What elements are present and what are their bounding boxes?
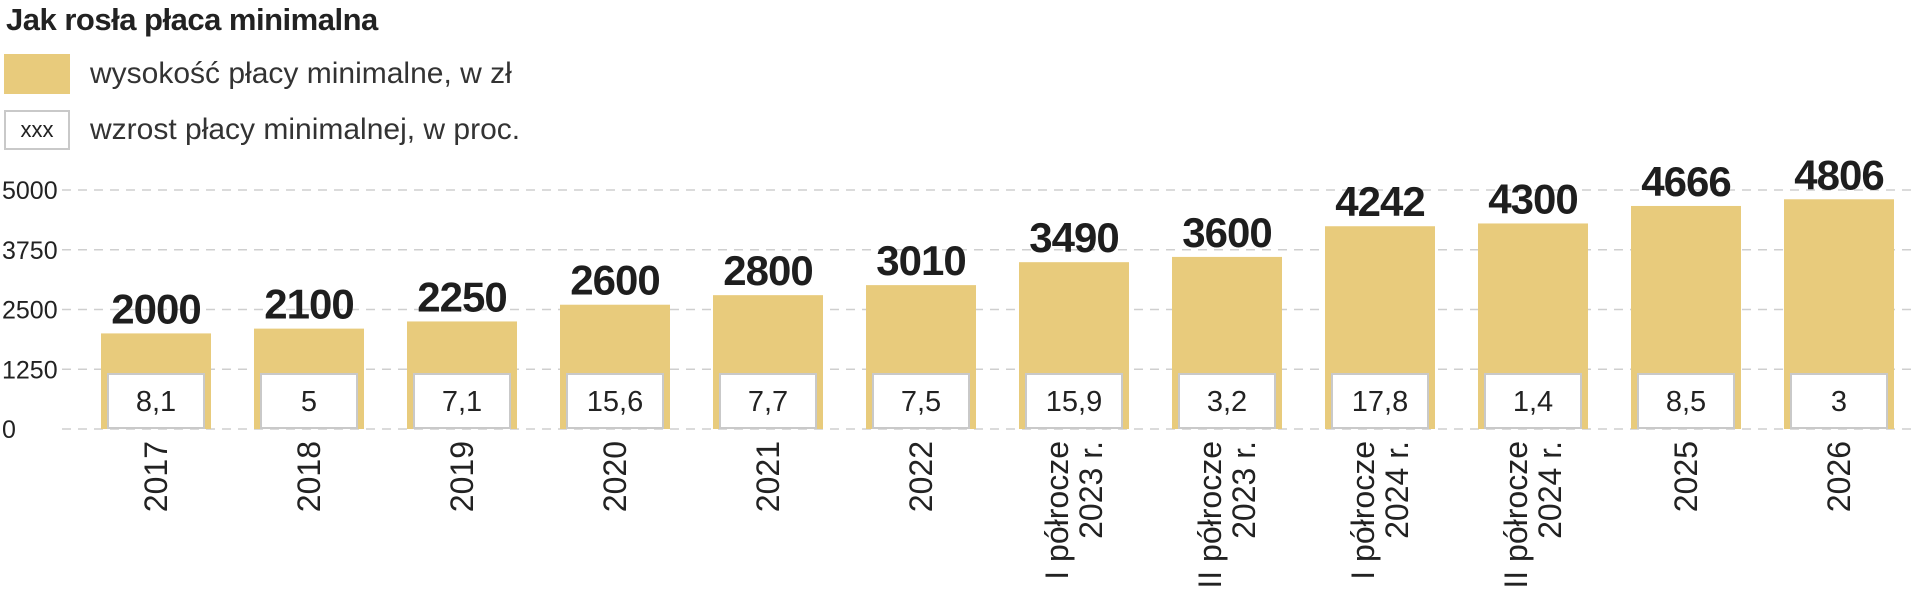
x-tick-label-line: 2021 [750, 441, 786, 512]
y-tick-label: 0 [2, 416, 16, 444]
growth-box [1178, 373, 1276, 429]
legend-label-wage: wysokość płacy minimalne, w zł [90, 57, 512, 90]
bar-value-label: 4242 [1335, 178, 1424, 225]
chart-title: Jak rosła płaca minimalna [6, 2, 378, 37]
growth-box [260, 373, 358, 429]
y-tick-label: 5000 [2, 177, 58, 205]
x-tick-label-line: 2017 [138, 441, 174, 512]
growth-box [1331, 373, 1429, 429]
bar-value-label: 2100 [264, 281, 353, 328]
growth-label: 8,1 [136, 386, 176, 418]
x-tick-label-line: I półrocze [1039, 441, 1075, 580]
growth-box [107, 373, 205, 429]
y-tick-label: 3750 [2, 237, 58, 265]
growth-box [1484, 373, 1582, 429]
legend-swatch-wage [4, 54, 70, 94]
x-tick-label-line: 2023 r. [1226, 441, 1262, 539]
x-tick-label-line: 2018 [291, 441, 327, 512]
growth-box [719, 373, 817, 429]
x-tick-label-line: 2020 [597, 441, 633, 512]
growth-box [872, 373, 970, 429]
growth-label: 1,4 [1513, 386, 1553, 418]
x-tick-label-line: II półrocze [1498, 441, 1534, 589]
x-tick-label: 2020 [597, 441, 633, 512]
bar-value-label: 4300 [1488, 175, 1577, 222]
x-tick-label: II półrocze2024 r. [1498, 441, 1568, 589]
x-tick-label: 2019 [444, 441, 480, 512]
bar-value-label: 2600 [570, 257, 659, 304]
x-tick-label: 2026 [1821, 441, 1857, 512]
legend-item-wage: wysokość płacy minimalne, w zł [4, 52, 512, 96]
x-tick-label-line: 2025 [1668, 441, 1704, 512]
growth-label: 17,8 [1352, 386, 1408, 418]
x-tick-label-line: 2023 r. [1073, 441, 1109, 539]
bar-value-label: 4666 [1641, 158, 1730, 205]
growth-label: 7,1 [442, 386, 482, 418]
x-tick-label-line: I półrocze [1345, 441, 1381, 580]
growth-box [1790, 373, 1888, 429]
x-tick-label-line: 2026 [1821, 441, 1857, 512]
bar-value-label: 4806 [1794, 151, 1883, 198]
x-tick-label-line: 2019 [444, 441, 480, 512]
legend-label-growth: wzrost płacy minimalnej, w proc. [90, 113, 521, 146]
growth-label: 7,5 [901, 386, 941, 418]
legend-swatch-growth: xxx [4, 110, 70, 150]
x-tick-label: I półrocze2024 r. [1345, 441, 1415, 580]
bar-value-label: 2250 [417, 273, 506, 320]
x-tick-label: 2025 [1668, 441, 1704, 512]
bar-value-label: 2800 [723, 247, 812, 294]
growth-box [1025, 373, 1123, 429]
bar-value-label: 3490 [1029, 214, 1118, 261]
x-tick-label: 2018 [291, 441, 327, 512]
growth-box [566, 373, 664, 429]
legend-item-growth: xxx wzrost płacy minimalnej, w proc. [4, 108, 520, 152]
bar-value-label: 3600 [1182, 209, 1271, 256]
x-tick-label-line: 2024 r. [1379, 441, 1415, 539]
growth-box [1637, 373, 1735, 429]
growth-label: 7,7 [748, 386, 788, 418]
growth-box [413, 373, 511, 429]
growth-label: 8,5 [1666, 386, 1706, 418]
bar-value-label: 2000 [111, 285, 200, 332]
x-tick-label-line: 2024 r. [1532, 441, 1568, 539]
growth-label: 3 [1831, 386, 1847, 418]
bar-value-label: 3010 [876, 237, 965, 284]
x-tick-label: II półrocze2023 r. [1192, 441, 1262, 589]
y-tick-label: 1250 [2, 356, 58, 384]
x-tick-label: I półrocze2023 r. [1039, 441, 1109, 580]
growth-label: 15,6 [587, 386, 643, 418]
x-tick-label-line: 2022 [903, 441, 939, 512]
x-tick-label: 2021 [750, 441, 786, 512]
growth-label: 15,9 [1046, 386, 1102, 418]
x-tick-label-line: II półrocze [1192, 441, 1228, 589]
growth-label: 5 [301, 386, 317, 418]
y-tick-label: 2500 [2, 297, 58, 325]
x-tick-label: 2022 [903, 441, 939, 512]
x-tick-label: 2017 [138, 441, 174, 512]
growth-label: 3,2 [1207, 386, 1247, 418]
